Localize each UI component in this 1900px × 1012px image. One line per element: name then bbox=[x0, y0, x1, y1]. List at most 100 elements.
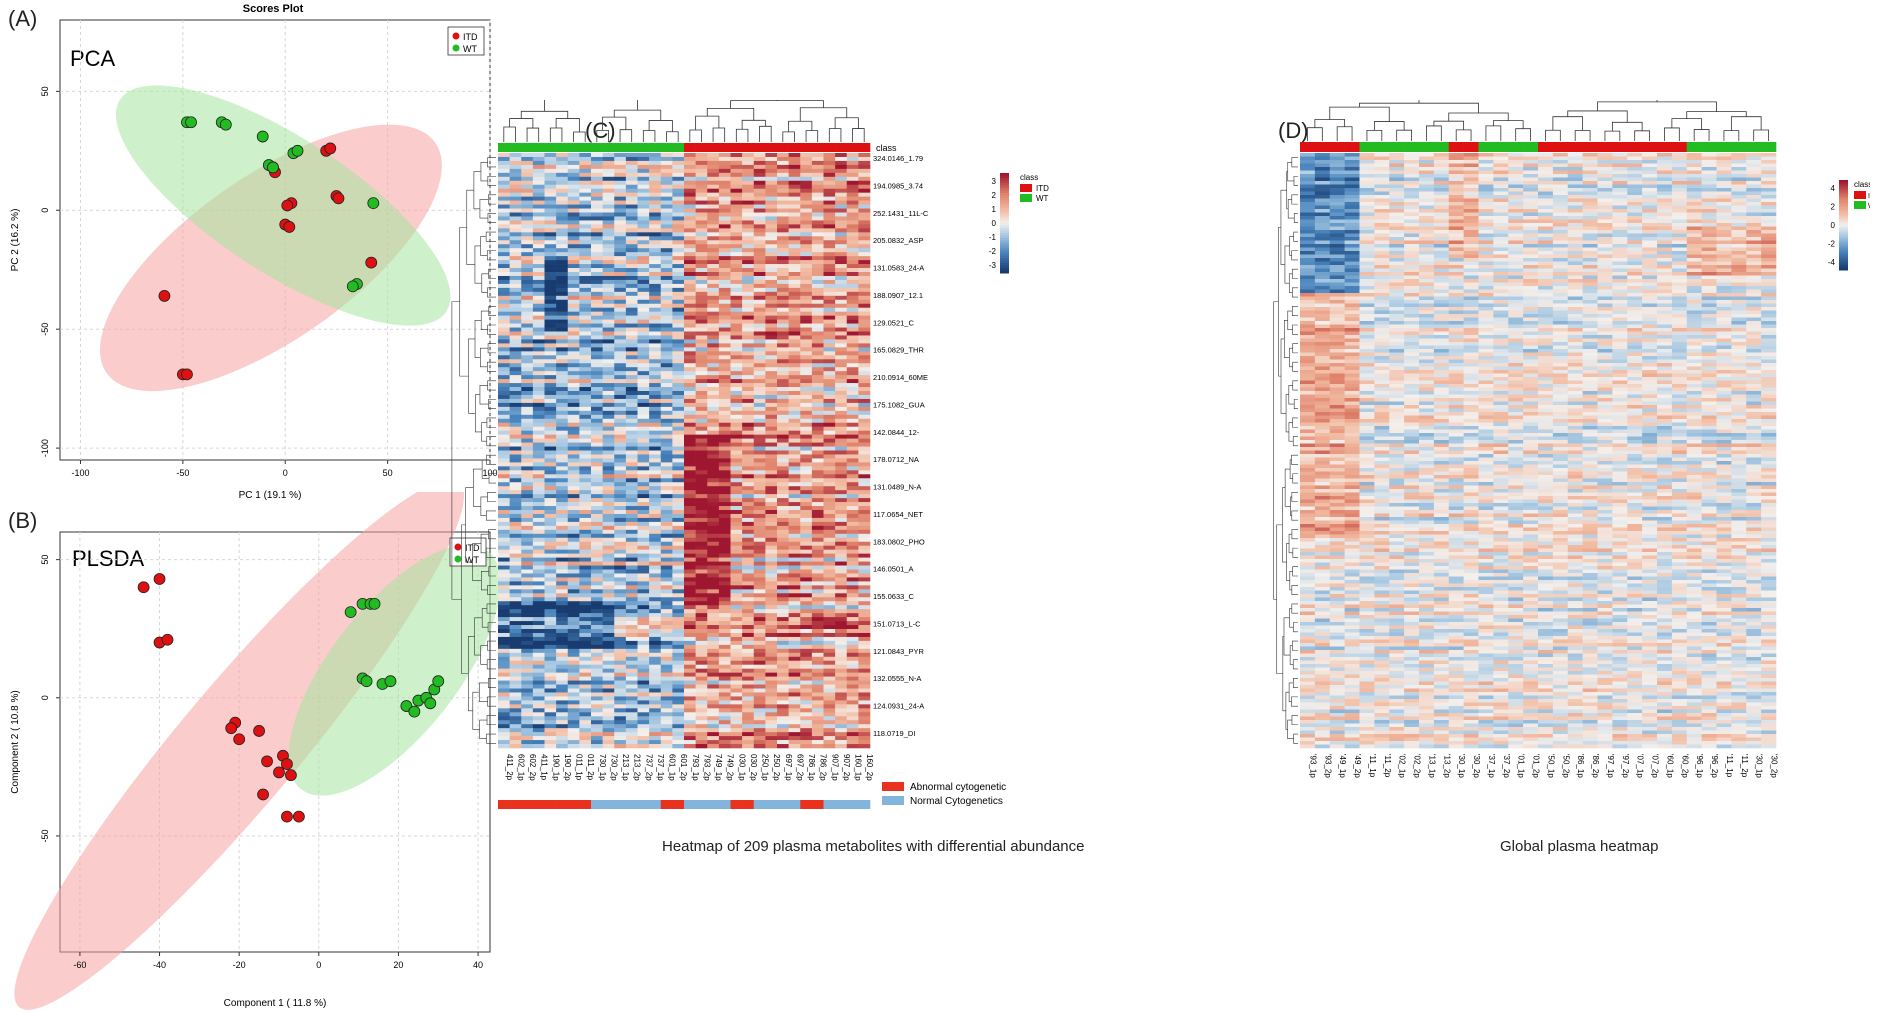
heatmap-cell bbox=[742, 299, 755, 305]
heatmap-cell bbox=[567, 331, 580, 336]
heatmap-cell bbox=[742, 490, 755, 495]
heatmap-cell bbox=[835, 736, 848, 741]
heatmap-cell bbox=[858, 517, 871, 523]
heatmap-cell bbox=[765, 410, 778, 416]
heatmap-cell bbox=[602, 307, 615, 312]
heatmap-cell bbox=[660, 252, 673, 257]
heatmap-cell bbox=[707, 696, 720, 701]
heatmap-cell bbox=[672, 450, 685, 455]
heatmap-cell bbox=[753, 331, 766, 336]
heatmap-cell bbox=[800, 236, 813, 241]
heatmap-cell bbox=[823, 343, 836, 348]
heatmap-cell bbox=[730, 256, 743, 261]
heatmap-cell bbox=[509, 398, 522, 404]
heatmap-cell bbox=[742, 450, 755, 455]
heatmap-cell bbox=[835, 438, 848, 443]
heatmap-cell bbox=[614, 264, 627, 269]
heatmap-cell bbox=[730, 466, 743, 471]
heatmap-cell bbox=[625, 363, 638, 368]
heatmap-cell bbox=[788, 343, 801, 348]
heatmap-cell bbox=[660, 216, 673, 221]
heatmap-cell bbox=[660, 192, 673, 197]
heatmap-cell bbox=[498, 335, 510, 340]
heatmap-cell bbox=[532, 414, 545, 420]
heatmap-cell bbox=[777, 323, 789, 328]
heatmap-cell bbox=[498, 248, 510, 253]
heatmap-cell bbox=[777, 502, 789, 507]
heatmap-cell bbox=[753, 335, 766, 340]
heatmap-cell bbox=[509, 510, 522, 515]
heatmap-cell bbox=[800, 625, 813, 630]
heatmap-cell bbox=[660, 367, 673, 372]
heatmap-cell bbox=[567, 180, 580, 186]
heatmap-cell bbox=[800, 513, 813, 519]
heatmap-cell bbox=[800, 224, 813, 229]
heatmap-cell bbox=[858, 228, 871, 233]
heatmap-cell bbox=[625, 632, 638, 638]
heatmap-cell bbox=[835, 486, 848, 491]
heatmap-cell bbox=[579, 597, 592, 602]
heatmap-cell bbox=[567, 188, 580, 193]
heatmap-cell bbox=[649, 597, 662, 602]
heatmap-cell bbox=[498, 367, 510, 372]
heatmap-cell bbox=[521, 200, 534, 205]
heatmap-cell bbox=[823, 684, 836, 689]
heatmap-cell bbox=[811, 636, 824, 642]
heatmap-cell bbox=[521, 244, 534, 249]
panel-label-d: (D) bbox=[1278, 118, 1309, 143]
heatmap-cell bbox=[765, 311, 778, 316]
heatmap-cell bbox=[811, 728, 824, 733]
heatmap-cell bbox=[835, 478, 848, 483]
heatmap-cell bbox=[521, 577, 534, 582]
heatmap-cell bbox=[649, 212, 662, 217]
heatmap-cell bbox=[579, 164, 592, 170]
heatmap-cell bbox=[649, 331, 662, 336]
heatmap-cell bbox=[660, 188, 673, 193]
heatmap-cell bbox=[858, 347, 871, 352]
heatmap-cell bbox=[625, 311, 638, 316]
heatmap-cell bbox=[742, 220, 755, 225]
heatmap-cell bbox=[625, 264, 638, 269]
heatmap-cell bbox=[521, 291, 534, 297]
heatmap-cell bbox=[695, 692, 708, 697]
heatmap-cell bbox=[637, 466, 650, 471]
heatmap-cell bbox=[509, 212, 522, 217]
heatmap-cell bbox=[800, 438, 813, 443]
heatmap-cell bbox=[835, 291, 848, 297]
heatmap-cell bbox=[614, 315, 627, 320]
heatmap-cell bbox=[788, 494, 801, 499]
heatmap-cell bbox=[800, 541, 813, 546]
heatmap-cell bbox=[811, 335, 824, 340]
class-bar-cell bbox=[823, 143, 836, 152]
heatmap-cell bbox=[625, 156, 638, 162]
heatmap-cell bbox=[532, 660, 545, 665]
heatmap-cell bbox=[544, 648, 557, 654]
heatmap-cell bbox=[695, 660, 708, 665]
heatmap-cell bbox=[753, 311, 766, 316]
heatmap-cell bbox=[858, 585, 871, 590]
heatmap-cell bbox=[625, 458, 638, 463]
heatmap-cell bbox=[498, 482, 510, 487]
heatmap-cell bbox=[811, 700, 824, 705]
dendrogram-branch bbox=[485, 231, 496, 242]
heatmap-cell bbox=[579, 625, 592, 630]
heatmap-cell bbox=[556, 422, 569, 427]
heatmap-cell bbox=[765, 529, 778, 535]
class-bar-cell bbox=[811, 143, 824, 152]
heatmap-cell bbox=[707, 256, 720, 261]
heatmap-cell bbox=[695, 339, 708, 344]
heatmap-cell bbox=[823, 426, 836, 431]
heatmap-cell bbox=[788, 216, 801, 221]
heatmap-cell bbox=[765, 636, 778, 642]
heatmap-cell bbox=[718, 184, 731, 189]
heatmap-cell bbox=[625, 541, 638, 546]
heatmap-cell bbox=[602, 359, 615, 364]
heatmap-cell bbox=[614, 656, 627, 662]
heatmap-cell bbox=[718, 216, 731, 221]
heatmap-cell bbox=[730, 307, 743, 312]
class-bar-cell bbox=[846, 143, 859, 152]
heatmap-cell bbox=[765, 712, 778, 717]
heatmap-cell bbox=[753, 621, 766, 626]
heatmap-cell bbox=[567, 256, 580, 261]
heatmap-cell bbox=[788, 160, 801, 166]
